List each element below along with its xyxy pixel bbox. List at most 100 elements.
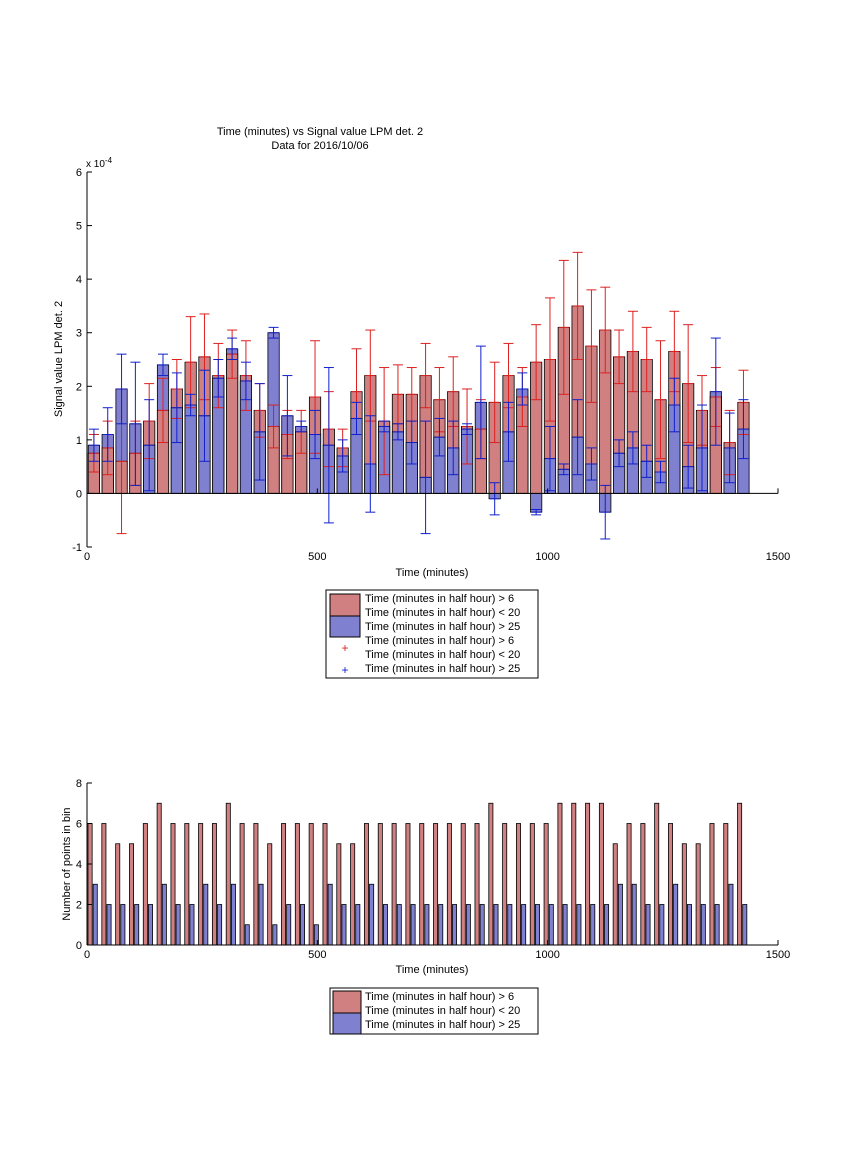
errorbar-series-1 — [641, 326, 652, 393]
count-bar-series-2 — [507, 904, 513, 946]
x-tick-label: 1000 — [535, 949, 559, 961]
errorbar-series-2 — [254, 383, 265, 481]
count-bar-series-2 — [452, 904, 458, 946]
count-bar-series-2 — [341, 904, 347, 946]
errorbar-series-2 — [406, 420, 417, 465]
count-bar-series-2 — [161, 883, 167, 946]
count-bar-series-1 — [281, 823, 287, 946]
legend-swatch-red — [332, 990, 362, 1014]
count-bar-series-2 — [548, 904, 554, 946]
chart-subtitle: Data for 2016/10/06 — [271, 140, 368, 152]
errorbar-series-2 — [310, 409, 321, 460]
errorbar-series-2 — [503, 401, 514, 462]
count-bar-series-2 — [465, 904, 471, 946]
x-tick-label: 1500 — [766, 551, 790, 563]
errorbar-series-2 — [434, 417, 445, 457]
errorbar-series-2 — [724, 412, 735, 484]
errorbars-series-2 — [88, 326, 749, 540]
legend-entry: Time (minutes in half hour) < 20 — [365, 607, 520, 619]
errorbar-series-1 — [600, 286, 611, 374]
count-bar-series-2 — [617, 883, 623, 946]
errorbar-series-2 — [683, 444, 694, 489]
errorbar-series-2 — [158, 353, 169, 377]
y-axis-label: Number of points in bin — [61, 807, 73, 920]
errorbar-series-2 — [351, 401, 362, 435]
count-bar-series-2 — [106, 904, 112, 946]
count-bar-series-2 — [700, 904, 706, 946]
errorbar-series-2 — [392, 423, 403, 441]
count-bar-series-1 — [626, 823, 632, 946]
y-tick-label: 5 — [76, 221, 82, 233]
count-bar-series-1 — [529, 823, 535, 946]
count-bar-series-1 — [377, 823, 383, 946]
x-axis-label: Time (minutes) — [396, 567, 469, 579]
count-bar-series-2 — [175, 904, 181, 946]
errorbar-series-1 — [158, 377, 169, 444]
count-bar-series-1 — [640, 823, 646, 946]
y-tick-label: 1 — [76, 435, 82, 447]
errorbar-series-1 — [572, 251, 583, 360]
count-bar-series-1 — [267, 843, 273, 946]
count-bar-series-1 — [308, 823, 314, 946]
count-bar-series-2 — [742, 904, 748, 946]
count-bar-series-1 — [598, 802, 604, 946]
count-bar-series-1 — [668, 823, 673, 946]
count-bar-series-1 — [198, 823, 204, 946]
count-bar-series-1 — [391, 823, 397, 946]
errorbar-series-2 — [102, 407, 113, 462]
count-bar-series-2 — [148, 904, 153, 946]
errorbar-series-1 — [365, 329, 376, 422]
count-bar-series-1 — [405, 823, 411, 946]
errorbar-series-2 — [116, 353, 127, 425]
errorbar-series-2 — [641, 444, 652, 478]
bar-series-2 — [184, 404, 197, 494]
errorbar-series-2 — [268, 326, 279, 339]
count-bar-series-2 — [590, 904, 596, 946]
count-bar-series-2 — [659, 904, 665, 946]
errorbar-series-2 — [544, 425, 555, 492]
count-bar-series-1 — [211, 823, 217, 946]
count-bar-series-2 — [92, 883, 98, 946]
count-bar-series-2 — [286, 904, 292, 946]
legend-swatch-blue — [329, 615, 361, 638]
count-bar-series-1 — [433, 823, 439, 946]
errorbar-series-1 — [420, 342, 431, 409]
errorbar-series-2 — [517, 372, 528, 406]
errorbar-series-2 — [88, 428, 99, 462]
legend-swatch-red — [329, 593, 361, 617]
x-tick-label: 0 — [84, 551, 90, 563]
count-bar-series-2 — [369, 883, 375, 946]
count-bar-series-2 — [382, 904, 388, 946]
count-bar-series-2 — [424, 904, 430, 946]
legend-entry: Time (minutes in half hour) < 20 — [365, 1005, 520, 1017]
count-bar-series-2 — [134, 904, 140, 946]
legend-entry: Time (minutes in half hour) > 25 — [365, 663, 520, 675]
errorbar-series-2 — [475, 345, 486, 460]
legend-top: Time (minutes in half hour) > 6 Time (mi… — [325, 589, 539, 679]
errorbar-series-1 — [614, 329, 625, 385]
y-multiplier: x 10-4 — [86, 156, 113, 170]
count-bar-series-2 — [217, 904, 223, 946]
y-tick-label: -1 — [72, 542, 82, 554]
count-bar-series-2 — [410, 904, 416, 946]
count-bar-series-2 — [493, 904, 499, 946]
errorbar-series-2 — [130, 361, 141, 486]
count-bar-series-1 — [225, 802, 231, 946]
count-bar-series-1 — [101, 823, 107, 946]
count-bar-series-1 — [709, 823, 715, 946]
count-bar-series-2 — [534, 904, 540, 946]
signal-chart: Time (minutes) vs Signal value LPM det. … — [53, 126, 790, 579]
y-tick-label: 0 — [76, 940, 82, 952]
count-bar-series-1 — [239, 823, 245, 946]
y-tick-label: 6 — [76, 819, 82, 831]
count-bar-series-2 — [645, 904, 651, 946]
errorbar-series-2 — [240, 361, 251, 401]
errorbar-series-1 — [558, 259, 569, 395]
count-bar-series-1 — [585, 802, 591, 946]
errorbar-series-2 — [489, 482, 500, 516]
errorbar-series-2 — [227, 337, 238, 360]
count-bar-series-2 — [189, 904, 195, 946]
errorbar-series-2 — [379, 420, 390, 433]
count-bar-series-1 — [737, 802, 743, 946]
